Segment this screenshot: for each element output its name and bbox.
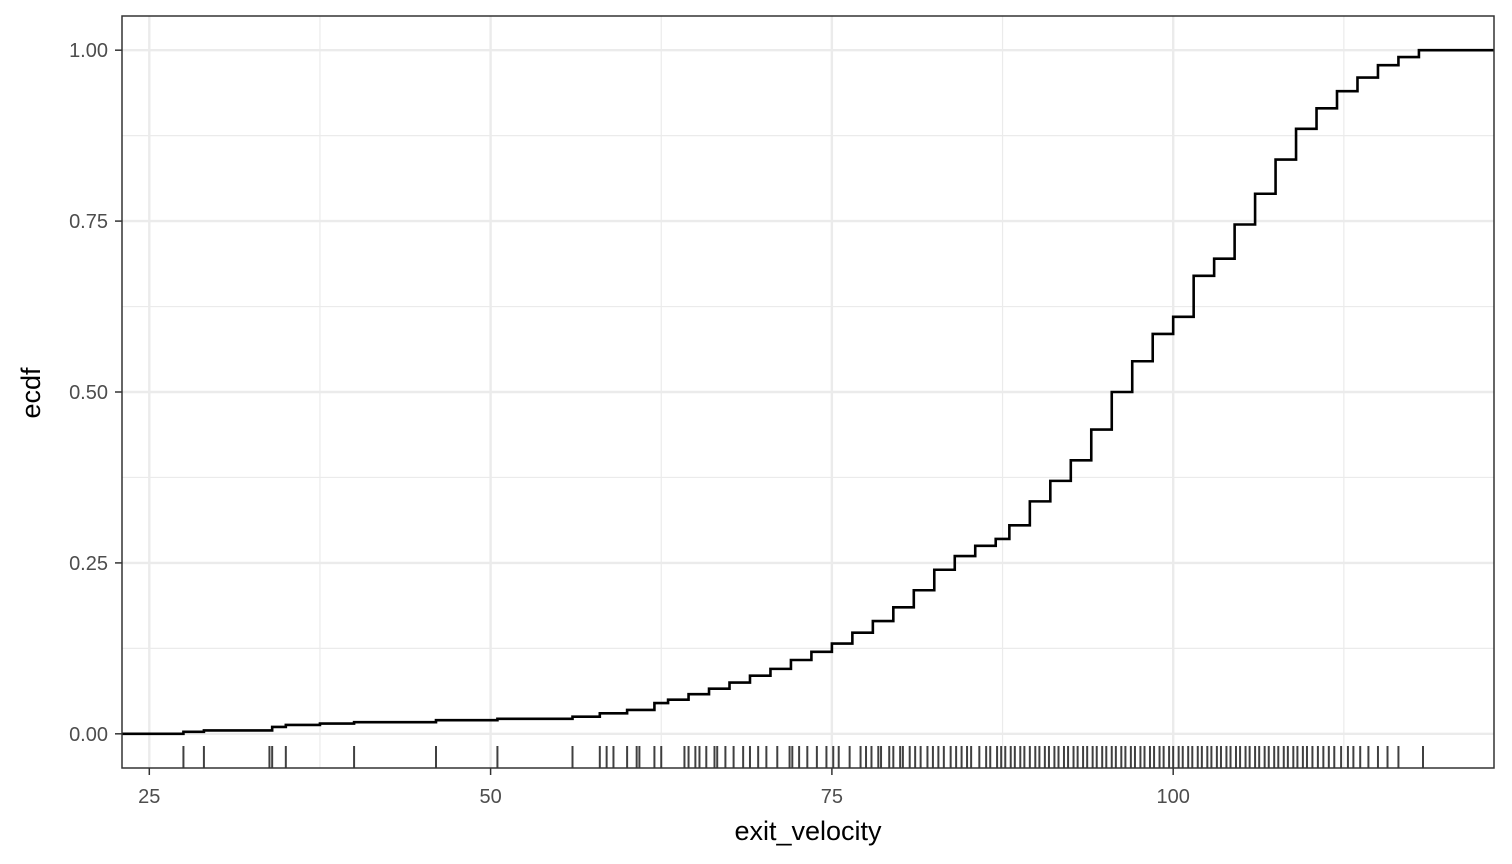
y-tick-label: 0.00	[69, 724, 108, 746]
ecdf-line	[122, 48, 1494, 736]
y-tick-label: 0.75	[69, 211, 108, 233]
y-tick-label: 0.25	[69, 553, 108, 575]
y-tick-label: 0.50	[69, 382, 108, 404]
rug-marks	[182, 746, 1425, 768]
y-axis-title: ecdf	[16, 367, 46, 419]
minor-gridlines	[122, 16, 1494, 768]
ecdf-series	[122, 48, 1494, 736]
x-axis-title: exit_velocity	[734, 816, 882, 846]
major-gridlines	[122, 16, 1494, 768]
y-tick-label: 1.00	[69, 40, 108, 62]
x-tick-label: 25	[138, 786, 160, 808]
x-axis: 25 50 75 100	[138, 768, 1190, 808]
x-tick-label: 75	[821, 786, 843, 808]
x-tick-label: 100	[1156, 786, 1189, 808]
x-tick-label: 50	[479, 786, 501, 808]
y-axis: 0.00 0.25 0.50 0.75 1.00	[69, 40, 122, 746]
